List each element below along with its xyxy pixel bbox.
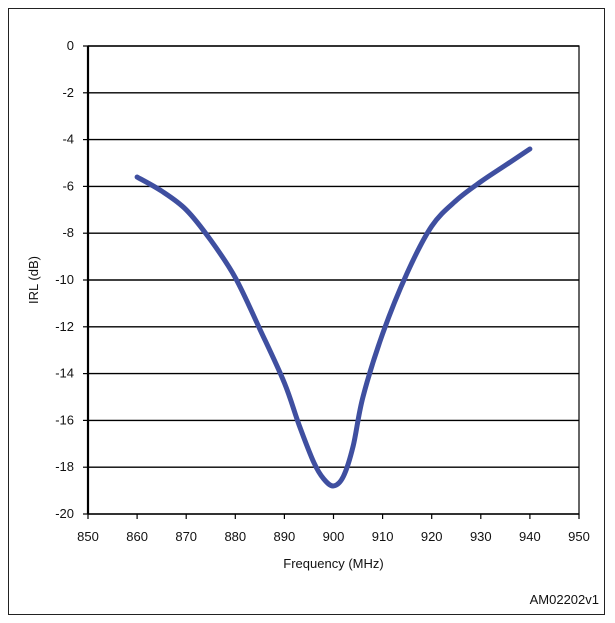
y-tick-label: -12 (55, 319, 74, 334)
y-tick-label: -6 (62, 178, 74, 193)
y-tick-label: 0 (67, 38, 74, 53)
y-tick-label: -2 (62, 85, 74, 100)
x-tick-label: 930 (470, 529, 492, 544)
x-tick-label: 850 (77, 529, 99, 544)
y-tick-label: -4 (62, 132, 74, 147)
y-tick-label: -10 (55, 272, 74, 287)
series-line-irl (134, 146, 533, 489)
series-layer (134, 146, 533, 489)
x-tick-label: 860 (126, 529, 148, 544)
axes (83, 45, 580, 519)
y-tick-label: -20 (55, 506, 74, 521)
x-tick-label: 910 (372, 529, 394, 544)
grid-lines (88, 45, 579, 515)
y-axis-title: IRL (dB) (26, 256, 41, 304)
x-tick-label: 920 (421, 529, 443, 544)
x-axis-title: Frequency (MHz) (283, 556, 383, 571)
x-tick-label: 870 (175, 529, 197, 544)
x-tick-label: 900 (323, 529, 345, 544)
y-tick-label: -18 (55, 459, 74, 474)
y-tick-label: -16 (55, 412, 74, 427)
x-tick-label: 950 (568, 529, 590, 544)
x-tick-label: 890 (274, 529, 296, 544)
x-tick-label: 940 (519, 529, 541, 544)
figure-id-label: AM02202v1 (529, 592, 599, 607)
x-tick-label: 880 (224, 529, 246, 544)
y-tick-label: -14 (55, 366, 74, 381)
y-tick-label: -8 (62, 225, 74, 240)
